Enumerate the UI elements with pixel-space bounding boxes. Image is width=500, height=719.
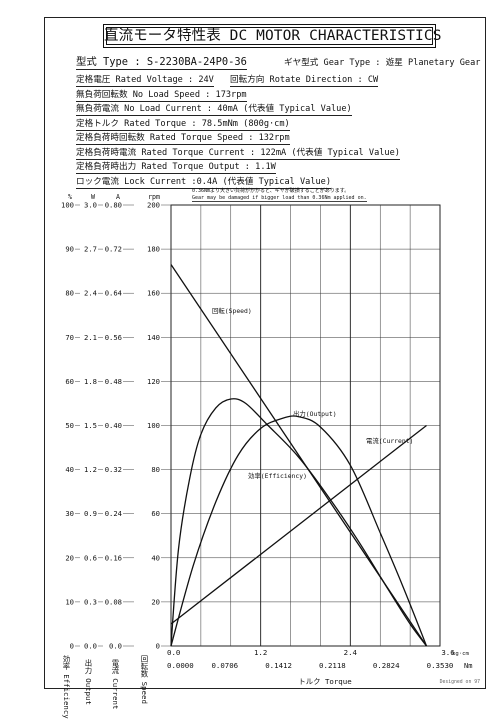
y-tick-output: 2.1: [84, 333, 97, 342]
y-tick-output: 2.7: [84, 245, 97, 254]
axis-label-current: 電流 Current: [111, 659, 120, 710]
y-tick-efficiency: 70: [65, 333, 74, 342]
y-tick-current: 0.40: [105, 421, 122, 430]
spec-rated-torque-output: 定格負荷時出力 Rated Torque Output : 1.1W: [76, 162, 276, 174]
x-tick-nm: 0.2118: [319, 661, 346, 670]
y-tick-efficiency: 40: [65, 465, 74, 474]
spec-no-load-speed: 無負荷回転数 No Load Speed : 173rpm: [76, 90, 247, 102]
series-label-efficiency: 効率(Efficiency): [248, 471, 307, 480]
y-tick-speed: 100: [147, 421, 160, 430]
y-tick-efficiency: 30: [65, 509, 74, 518]
y-unit-output: W: [91, 193, 95, 201]
series-line-output: [170, 415, 428, 647]
axis-label-speed: 回転数 Speed: [140, 655, 149, 704]
x-tick-nm: 0.3530: [427, 661, 454, 670]
spec-no-load-current: 無負荷電流 No Load Current : 40mA (代表値 Typica…: [76, 104, 352, 116]
warning-en: Gear may be damaged if bigger load than …: [192, 195, 367, 202]
y-tick-speed: 160: [147, 289, 160, 298]
spec-lock-current: ロック電流 Lock Current :0.4A (代表値 Typical Va…: [76, 177, 332, 189]
warning-jp: 0.36Nmより大きい負荷がかかると、ギヤが破損することがあります。: [192, 188, 350, 194]
y-tick-current: 0.64: [105, 289, 122, 298]
y-tick-efficiency: 80: [65, 289, 74, 298]
y-tick-efficiency: 10: [65, 597, 74, 606]
y-tick-efficiency: 60: [65, 377, 74, 386]
y-tick-current: 0.16: [105, 553, 122, 562]
y-tick-speed: 40: [151, 553, 160, 562]
x-tick-kgcm: 0.0: [167, 648, 180, 657]
y-tick-output: 0.9: [84, 509, 97, 518]
series-label-speed: 回転(Speed): [212, 307, 252, 315]
y-tick-speed: 200: [147, 201, 160, 210]
y-unit-efficiency: %: [68, 193, 72, 201]
y-tick-current: 0.0: [109, 642, 122, 651]
y-tick-current: 0.80: [105, 201, 122, 210]
y-tick-speed: 80: [151, 465, 160, 474]
series-line-current: [170, 424, 427, 625]
y-tick-current: 0.24: [105, 509, 122, 518]
x-tick-kgcm: 3.6: [441, 648, 454, 657]
y-tick-speed: 180: [147, 245, 160, 254]
x-tick-nm: 0.0706: [211, 661, 238, 670]
y-unit-current: A: [116, 193, 120, 201]
x-tick-nm: 0.2824: [373, 661, 400, 670]
spec-rotate-direction: 回転方向 Rotate Direction : CW: [230, 75, 379, 87]
series-line-efficiency: [170, 398, 428, 647]
spec-model: 型式 Type : S-2230BA-24P0-36: [76, 56, 247, 70]
x-tick-nm: 0.1412: [265, 661, 292, 670]
y-tick-speed: 60: [151, 509, 160, 518]
y-tick-current: 0.48: [105, 377, 122, 386]
spec-rated-torque: 定格トルク Rated Torque : 78.5mNm (800g·cm): [76, 119, 290, 131]
y-tick-current: 0.72: [105, 245, 122, 254]
series-label-current: 電流(Current): [366, 436, 413, 445]
y-tick-output: 0.6: [84, 553, 97, 562]
page-title: 直流モータ特性表 DC MOTOR CHARACTERISTICS: [103, 24, 441, 48]
y-tick-output: 1.8: [84, 377, 97, 386]
y-tick-output: 0.0: [84, 642, 97, 651]
series-label-output: 出力(Output): [293, 409, 337, 418]
y-tick-output: 2.4: [84, 289, 97, 298]
y-unit-speed: rpm: [148, 193, 160, 201]
x-tick-nm: 0.0000: [167, 661, 194, 670]
y-tick-speed: 0: [156, 642, 160, 651]
spec-rated-torque-speed: 定格負荷時回転数 Rated Torque Speed : 132rpm: [76, 133, 290, 145]
y-tick-speed: 140: [147, 333, 160, 342]
y-tick-efficiency: 50: [65, 421, 74, 430]
spec-gear: ギヤ型式 Gear Type : 遊星 Planetary Gear: [284, 58, 481, 68]
y-tick-efficiency: 100: [61, 201, 74, 210]
y-tick-speed: 120: [147, 377, 160, 386]
x-unit-nm: Nm: [464, 662, 472, 670]
sheet-frame: [44, 17, 486, 689]
y-tick-output: 0.3: [84, 597, 97, 606]
y-tick-efficiency: 0: [70, 642, 74, 651]
x-tick-kgcm: 1.2: [254, 648, 267, 657]
y-tick-current: 0.32: [105, 465, 122, 474]
x-axis-label: トルク Torque: [298, 677, 352, 686]
spec-rated-torque-current: 定格負荷時電流 Rated Torque Current : 122mA (代表…: [76, 148, 400, 160]
spec-rated-voltage: 定格電圧 Rated Voltage : 24V: [76, 75, 214, 87]
y-tick-output: 1.2: [84, 465, 97, 474]
y-tick-speed: 20: [151, 597, 160, 606]
y-tick-efficiency: 20: [65, 553, 74, 562]
designed-note: Designed on 97: [439, 680, 480, 685]
axis-label-efficiency: 効率 Efficiency: [62, 655, 71, 719]
x-tick-kgcm: 2.4: [344, 648, 358, 657]
y-tick-efficiency: 90: [65, 245, 74, 254]
y-tick-output: 1.5: [84, 421, 97, 430]
y-tick-output: 3.0: [84, 201, 97, 210]
x-unit-kgcm: kg·cm: [452, 651, 469, 657]
y-tick-current: 0.08: [105, 597, 122, 606]
y-tick-current: 0.56: [105, 333, 122, 342]
axis-label-output: 出力 Output: [84, 659, 93, 705]
